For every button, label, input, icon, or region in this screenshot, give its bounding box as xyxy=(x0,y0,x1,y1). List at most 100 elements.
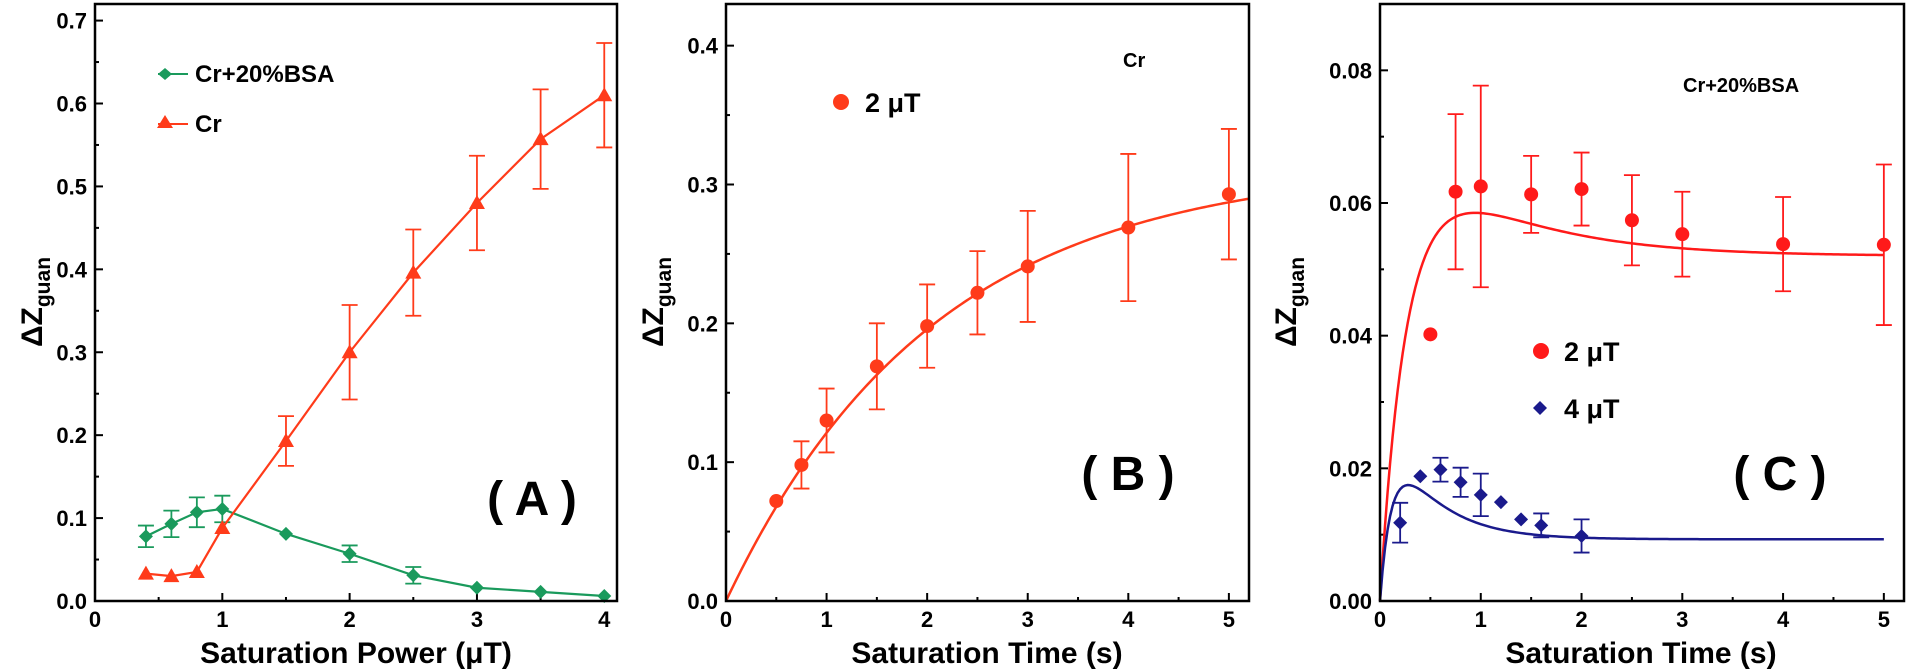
panel-a-plot: 0 1 2 3 4 0.0 0.1 0.2 0.3 0.4 0.5 0.6 0.7 xyxy=(56,9,613,632)
panel-b-x-tick-label: 4 xyxy=(1122,607,1135,632)
panel-b-series-0-point xyxy=(819,413,834,428)
panel-b-x-tick-label: 1 xyxy=(820,607,832,632)
panel-b-series-0-point xyxy=(769,494,784,509)
panel-a-y-tick-label: 0.5 xyxy=(56,174,87,199)
panel-a-y-tick-label: 0.0 xyxy=(56,589,87,614)
panel-a-y-tick-label: 0.1 xyxy=(56,506,87,531)
panel-a-x-tick-label: 1 xyxy=(216,607,228,632)
panel-c-series-0-point xyxy=(1448,184,1463,199)
panel-b-legend: 2 μT xyxy=(833,88,921,118)
panel-b-label: ( B ) xyxy=(1081,448,1174,501)
panel-c-y-tick-label: 0.00 xyxy=(1329,589,1372,614)
panel-c-x-tick-label: 5 xyxy=(1878,607,1890,632)
panel-c-x-tick-label: 3 xyxy=(1676,607,1688,632)
panel-a-series-1-point xyxy=(405,264,422,279)
panel-c-series-0-point xyxy=(1524,187,1539,202)
panel-b-series-0-point xyxy=(970,285,985,300)
panel-b-y-tick-label: 0.3 xyxy=(687,172,718,197)
panel-c-series-1-point xyxy=(1453,475,1468,490)
panel-c-series-1-point xyxy=(1393,515,1408,530)
panel-c-y-tick-label: 0.02 xyxy=(1329,456,1372,481)
panel-c-series-0-point xyxy=(1473,179,1488,194)
panel-c-y-tick-label: 0.04 xyxy=(1329,324,1373,349)
legend-label-c-2ut: 2 μT xyxy=(1564,337,1620,367)
panel-a-x-tick-label: 0 xyxy=(89,607,101,632)
panel-a-series-0-point xyxy=(597,589,612,604)
panel-c-series-0-point xyxy=(1675,227,1690,242)
panel-a-series-0-point xyxy=(469,580,484,595)
panel-a-series-1-point xyxy=(214,520,231,535)
panel-b-y-tick-label: 0.4 xyxy=(687,34,718,59)
panel-a-x-axis-title: Saturation Power (μT) xyxy=(200,637,512,670)
panel-a-series-0-point xyxy=(164,516,179,531)
panel-a-series-1-point xyxy=(596,87,613,102)
panel-c-series-0-point xyxy=(1423,327,1438,342)
panel-a-y-tick-label: 0.3 xyxy=(56,340,87,365)
panel-c-series-1-point xyxy=(1514,512,1529,527)
panel-b-x-tick-label: 5 xyxy=(1223,607,1235,632)
panel-c-x-tick-label: 1 xyxy=(1475,607,1487,632)
panel-a-y-axis-title: ΔZguan xyxy=(16,257,55,347)
panel-c-series-1-point xyxy=(1433,462,1448,477)
legend-label-cr-bsa: Cr+20%BSA xyxy=(195,61,334,88)
panel-b-x-tick-label: 2 xyxy=(921,607,933,632)
panel-c-x-tick-label: 0 xyxy=(1374,607,1386,632)
panel-c-axes-frame xyxy=(1378,2,1906,603)
panel-b-series-0-fit-curve xyxy=(724,197,1250,602)
panel-b-axes-frame xyxy=(724,2,1251,603)
panel-a-series-1-line xyxy=(145,94,605,578)
legend-label-cr: Cr xyxy=(195,111,222,138)
panel-b-plot: 0 1 2 3 4 5 0.0 0.1 0.2 0.3 0.4 xyxy=(687,34,1250,632)
panel-a-series-1-point xyxy=(137,565,154,580)
panel-a-series-1-point xyxy=(163,568,180,583)
panel-b-series-0-point xyxy=(1221,187,1236,202)
panel-c-x-axis-title: Saturation Time (s) xyxy=(1505,637,1776,670)
panel-b-series-0-point xyxy=(869,359,884,374)
panel-b-y-axis-title: ΔZguan xyxy=(637,257,676,347)
panel-a-series-1-point xyxy=(468,195,485,209)
panel-b-series-0-point xyxy=(920,319,935,334)
panel-b: 0 1 2 3 4 5 0.0 0.1 0.2 0.3 0.4 Saturation Time (s… xyxy=(637,2,1251,670)
panel-a-y-tick-label: 0.6 xyxy=(56,92,87,117)
panel-b-x-tick-label: 0 xyxy=(720,607,732,632)
panel-b-series-0-point xyxy=(1020,259,1035,274)
panel-c-series-1-point xyxy=(1534,518,1549,533)
panel-b-x-tick-label: 3 xyxy=(1022,607,1034,632)
panel-b-y-tick-label: 0.0 xyxy=(687,589,718,614)
panel-c-series-1-point xyxy=(1473,487,1488,502)
panel-a-label: ( A ) xyxy=(487,473,577,526)
panel-c-series-1-point xyxy=(1574,528,1589,543)
panel-c-series-0-point xyxy=(1624,213,1639,228)
panel-c-series-1-point xyxy=(1413,469,1428,484)
panel-a-series-0-point xyxy=(342,546,357,561)
panel-c: 0 1 2 3 4 5 0.00 0.02 0.04 0.06 0.08 Saturation Ti… xyxy=(1270,2,1906,670)
panel-b-series-0-point xyxy=(794,457,809,472)
panel-c-series-0-point xyxy=(1574,182,1589,197)
panel-b-series-0-point xyxy=(1121,220,1136,235)
panel-c-x-tick-label: 4 xyxy=(1777,607,1790,632)
panel-c-series-0-point xyxy=(1876,237,1891,252)
panel-a-axes-frame xyxy=(93,2,619,603)
panel-c-series-1-fit-curve xyxy=(1378,483,1884,602)
panel-a-series-1-point xyxy=(341,344,358,359)
legend-label-c-4ut: 4 μT xyxy=(1564,394,1620,424)
panel-b-y-tick-label: 0.2 xyxy=(687,311,718,336)
legend-marker-2ut xyxy=(833,94,849,110)
legend-label-2ut: 2 μT xyxy=(865,88,921,118)
panel-a-legend: Cr+20%BSA Cr xyxy=(157,61,334,138)
panel-b-x-axis-title: Saturation Time (s) xyxy=(851,637,1122,670)
panel-c-y-tick-label: 0.06 xyxy=(1329,191,1372,216)
panel-a-x-tick-label: 2 xyxy=(344,607,356,632)
panel-a-x-tick-label: 3 xyxy=(471,607,483,632)
panel-a-series-0-point xyxy=(278,526,293,541)
panel-c-x-tick-label: 2 xyxy=(1575,607,1587,632)
panel-a-x-tick-label: 4 xyxy=(598,607,611,632)
panel-a-series-1-point xyxy=(188,563,205,578)
panel-a: 0 1 2 3 4 0.0 0.1 0.2 0.3 0.4 0.5 0.6 0.7 Saturation… xyxy=(16,2,619,670)
panel-c-annotation: Cr+20%BSA xyxy=(1683,75,1799,97)
legend-marker-c-4ut xyxy=(1533,401,1547,415)
panel-a-series-1-point xyxy=(277,432,294,447)
panel-a-series-0-point xyxy=(138,529,153,544)
panel-a-series-1-point xyxy=(532,131,549,146)
